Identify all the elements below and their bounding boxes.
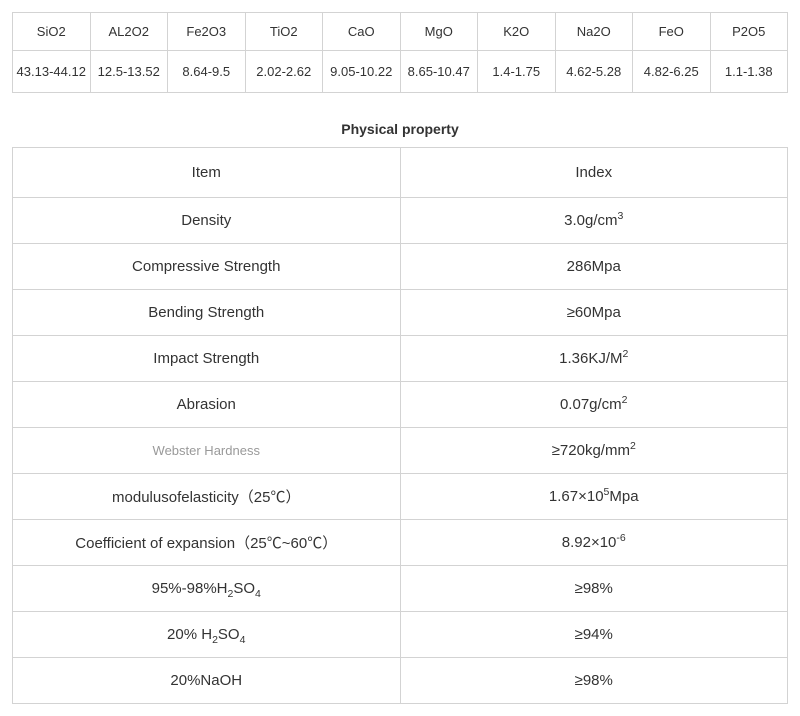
- property-row: Webster Hardness≥720kg/mm2: [13, 428, 788, 474]
- composition-col-6: K2O: [478, 13, 556, 51]
- composition-col-2: Fe2O3: [168, 13, 246, 51]
- property-item: 95%-98%H2SO4: [13, 566, 401, 612]
- property-item: Coefficient of expansion（25℃~60℃）: [13, 520, 401, 566]
- property-item: Density: [13, 198, 401, 244]
- composition-cell-3: 2.02-2.62: [245, 51, 323, 93]
- composition-data-row: 43.13-44.1212.5-13.528.64-9.52.02-2.629.…: [13, 51, 788, 93]
- property-index: 8.92×10-6: [400, 520, 788, 566]
- property-header-item: Item: [13, 148, 401, 198]
- composition-col-1: AL2O2: [90, 13, 168, 51]
- composition-col-3: TiO2: [245, 13, 323, 51]
- property-index: ≥60Mpa: [400, 290, 788, 336]
- composition-table: SiO2AL2O2Fe2O3TiO2CaOMgOK2ONa2OFeOP2O5 4…: [12, 12, 788, 93]
- property-item: Webster Hardness: [13, 428, 401, 474]
- property-row: Abrasion0.07g/cm2: [13, 382, 788, 428]
- composition-col-0: SiO2: [13, 13, 91, 51]
- property-row: 95%-98%H2SO4≥98%: [13, 566, 788, 612]
- property-row: Impact Strength1.36KJ/M2: [13, 336, 788, 382]
- property-item: Compressive Strength: [13, 244, 401, 290]
- property-index: 3.0g/cm3: [400, 198, 788, 244]
- property-item: 20% H2SO4: [13, 612, 401, 658]
- property-index: ≥94%: [400, 612, 788, 658]
- composition-col-5: MgO: [400, 13, 478, 51]
- property-row: 20%NaOH≥98%: [13, 658, 788, 704]
- composition-cell-7: 4.62-5.28: [555, 51, 633, 93]
- property-table-body: Density3.0g/cm3Compressive Strength286Mp…: [13, 198, 788, 704]
- property-header-index: Index: [400, 148, 788, 198]
- property-row: Coefficient of expansion（25℃~60℃）8.92×10…: [13, 520, 788, 566]
- composition-cell-9: 1.1-1.38: [710, 51, 788, 93]
- composition-cell-2: 8.64-9.5: [168, 51, 246, 93]
- property-item: Bending Strength: [13, 290, 401, 336]
- property-item: 20%NaOH: [13, 658, 401, 704]
- property-row: Compressive Strength286Mpa: [13, 244, 788, 290]
- property-table: Item Index Density3.0g/cm3Compressive St…: [12, 147, 788, 704]
- composition-cell-5: 8.65-10.47: [400, 51, 478, 93]
- property-row: 20% H2SO4≥94%: [13, 612, 788, 658]
- property-item: Impact Strength: [13, 336, 401, 382]
- property-row: Bending Strength≥60Mpa: [13, 290, 788, 336]
- composition-cell-8: 4.82-6.25: [633, 51, 711, 93]
- composition-col-4: CaO: [323, 13, 401, 51]
- property-index: 1.67×105Mpa: [400, 474, 788, 520]
- property-index: ≥98%: [400, 566, 788, 612]
- property-index: ≥720kg/mm2: [400, 428, 788, 474]
- property-row: Density3.0g/cm3: [13, 198, 788, 244]
- property-item: Abrasion: [13, 382, 401, 428]
- composition-cell-4: 9.05-10.22: [323, 51, 401, 93]
- property-row: modulusofelasticity（25℃）1.67×105Mpa: [13, 474, 788, 520]
- composition-header-row: SiO2AL2O2Fe2O3TiO2CaOMgOK2ONa2OFeOP2O5: [13, 13, 788, 51]
- composition-cell-1: 12.5-13.52: [90, 51, 168, 93]
- property-index: 0.07g/cm2: [400, 382, 788, 428]
- property-item: modulusofelasticity（25℃）: [13, 474, 401, 520]
- property-index: ≥98%: [400, 658, 788, 704]
- composition-col-7: Na2O: [555, 13, 633, 51]
- composition-cell-6: 1.4-1.75: [478, 51, 556, 93]
- property-index: 286Mpa: [400, 244, 788, 290]
- property-index: 1.36KJ/M2: [400, 336, 788, 382]
- property-header-row: Item Index: [13, 148, 788, 198]
- composition-col-9: P2O5: [710, 13, 788, 51]
- section-title: Physical property: [12, 121, 788, 137]
- composition-cell-0: 43.13-44.12: [13, 51, 91, 93]
- composition-col-8: FeO: [633, 13, 711, 51]
